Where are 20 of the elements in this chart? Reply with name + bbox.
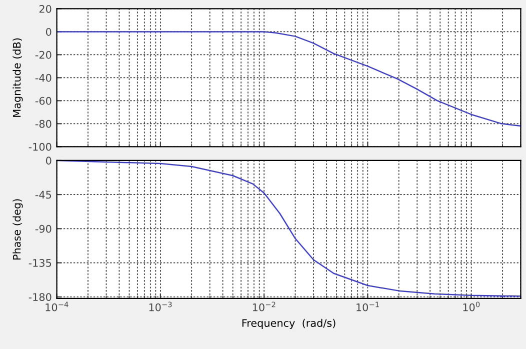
y-tick-label: -180 bbox=[28, 293, 52, 301]
y-tick-label: -135 bbox=[28, 259, 52, 267]
y-tick-label: 0 bbox=[46, 156, 52, 165]
x-tick-label: 10$^{−2}$ bbox=[252, 302, 276, 312]
x-tick-label: 10$^{−1}$ bbox=[356, 302, 379, 312]
y-axis-title: Magnitude (dB) bbox=[12, 38, 23, 117]
x-tick-label: 10$^{−4}$ bbox=[46, 302, 68, 312]
y-axis-title: Phase (deg) bbox=[12, 199, 23, 260]
x-tick-label: 10$^{0}$ bbox=[463, 302, 480, 312]
y-tick-label: -90 bbox=[35, 224, 52, 233]
y-tick-label: -20 bbox=[35, 50, 52, 59]
y-tick-label: 0 bbox=[46, 28, 52, 36]
x-axis-title: Frequency (rad/s) bbox=[242, 318, 336, 329]
y-tick-label: -40 bbox=[35, 74, 52, 82]
y-tick-label: -100 bbox=[28, 142, 52, 151]
x-tick-label: 10$^{−3}$ bbox=[149, 302, 172, 312]
y-tick-label: 20 bbox=[39, 4, 52, 13]
y-tick-label: -80 bbox=[35, 120, 52, 128]
y-tick-label: -45 bbox=[35, 190, 52, 199]
y-tick-label: -60 bbox=[35, 96, 52, 105]
